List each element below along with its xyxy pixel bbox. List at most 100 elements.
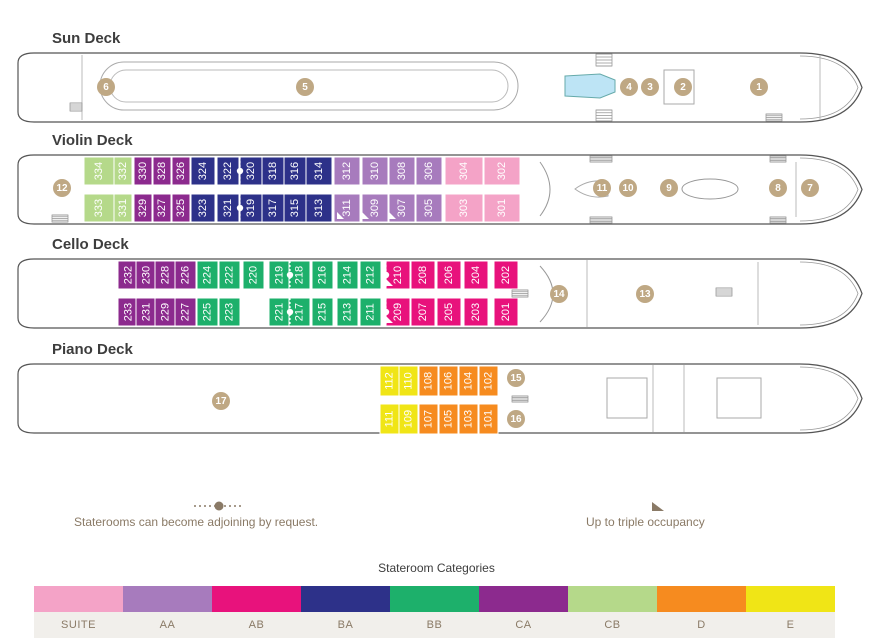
- amenity-marker-13: 13: [636, 285, 654, 303]
- stateroom-204: 204: [463, 260, 489, 290]
- category-label: SUITE: [34, 612, 123, 638]
- stateroom-207: 207: [410, 297, 436, 327]
- sun-stairs-top: [595, 53, 613, 67]
- marker-number: 12: [56, 183, 68, 194]
- room-number: 316: [289, 162, 301, 180]
- category-bb: BB: [390, 586, 479, 638]
- room-fill: [478, 365, 499, 397]
- categories-title: Stateroom Categories: [378, 561, 495, 575]
- room-number: 212: [364, 266, 376, 284]
- room-number: 214: [341, 266, 353, 284]
- room-fill: [388, 156, 416, 186]
- category-label: D: [657, 612, 746, 638]
- stateroom-228: 228: [154, 260, 177, 290]
- room-number: 207: [417, 303, 429, 321]
- stateroom-330: 330: [133, 156, 153, 186]
- stateroom-226: 226: [174, 260, 197, 290]
- room-number: 217: [293, 303, 305, 321]
- violin-spiral-stair: [539, 161, 551, 217]
- adjoin-211-209-dot: [382, 308, 390, 316]
- violin-stairs-bow-bottom-frame: [769, 216, 787, 224]
- adjoining-dot-icon: [214, 501, 224, 511]
- stateroom-107: 107: [418, 403, 439, 435]
- room-number: 206: [443, 266, 455, 284]
- adjoin-321-319-dot: [236, 204, 244, 212]
- room-number: 233: [122, 303, 134, 321]
- stateroom-208: 208: [410, 260, 436, 290]
- stateroom-101: 101: [478, 403, 499, 435]
- violin-stairs-bow-top-frame: [769, 155, 787, 163]
- category-swatch: [479, 586, 568, 612]
- room-number: 228: [159, 266, 171, 284]
- room-number: 215: [316, 303, 328, 321]
- room-number: 209: [392, 303, 404, 321]
- stateroom-230: 230: [135, 260, 158, 290]
- stateroom-222: 222: [218, 260, 241, 290]
- stateroom-328: 328: [152, 156, 172, 186]
- marker-number: 10: [622, 183, 634, 194]
- room-number: 326: [175, 162, 187, 180]
- violin-deck-title: Violin Deck: [52, 132, 133, 149]
- marker-number: 4: [626, 82, 632, 93]
- violin-stairs-bow-top: [769, 155, 787, 163]
- triple-marker: [389, 212, 396, 219]
- amenity-marker-1: 1: [750, 78, 768, 96]
- cello-stairs-mid: [511, 289, 529, 298]
- room-fill: [493, 260, 519, 290]
- violin-bar: [681, 178, 739, 200]
- room-number: 304: [458, 162, 470, 180]
- room-number: 328: [156, 162, 168, 180]
- room-fill: [444, 193, 484, 223]
- piano-room-2: [716, 377, 762, 419]
- marker-circle: [769, 179, 787, 197]
- marker-circle: [507, 410, 525, 428]
- room-number: 231: [140, 303, 152, 321]
- room-number: 226: [179, 266, 191, 284]
- amenity-marker-9: 9: [660, 179, 678, 197]
- triple-marker: [337, 212, 344, 219]
- marker-circle: [619, 179, 637, 197]
- stateroom-325: 325: [171, 193, 191, 223]
- stateroom-313: 313: [305, 193, 333, 223]
- room-number: 301: [496, 199, 508, 217]
- room-fill: [218, 260, 241, 290]
- marker-number: 15: [510, 373, 522, 384]
- room-fill: [152, 156, 172, 186]
- stateroom-104: 104: [458, 365, 479, 397]
- category-label: BA: [301, 612, 390, 638]
- room-number: 306: [423, 162, 435, 180]
- room-number: 308: [396, 162, 408, 180]
- cello-deck-hull-inner: [799, 261, 859, 326]
- room-fill: [478, 403, 499, 435]
- marker-number: 9: [666, 183, 672, 194]
- category-swatch: [657, 586, 746, 612]
- room-number: 107: [422, 410, 434, 428]
- marker-circle: [97, 78, 115, 96]
- stateroom-308: 308: [388, 156, 416, 186]
- marker-number: 16: [510, 414, 522, 425]
- marker-circle: [636, 285, 654, 303]
- room-fill: [415, 156, 443, 186]
- stateroom-311: 311: [333, 193, 361, 223]
- room-number: 109: [402, 410, 414, 428]
- stateroom-232: 232: [117, 260, 140, 290]
- stateroom-315: 315: [283, 193, 307, 223]
- room-fill: [190, 193, 216, 223]
- room-fill: [458, 365, 479, 397]
- amenity-marker-4: 4: [620, 78, 638, 96]
- category-swatch: [123, 586, 212, 612]
- category-ca: CA: [479, 586, 568, 638]
- amenity-marker-17: 17: [212, 392, 230, 410]
- stateroom-203: 203: [463, 297, 489, 327]
- adjoin-219-218-dot: [286, 271, 294, 279]
- sun-structure: [663, 69, 695, 105]
- room-number: 216: [316, 266, 328, 284]
- room-number: 324: [197, 162, 209, 180]
- room-fill: [113, 156, 133, 186]
- room-number: 223: [223, 303, 235, 321]
- sun-stairs-aft: [69, 102, 83, 112]
- room-fill: [398, 403, 419, 435]
- adjoin-217-221-dot: [286, 308, 294, 316]
- cello-stairs: [715, 287, 733, 297]
